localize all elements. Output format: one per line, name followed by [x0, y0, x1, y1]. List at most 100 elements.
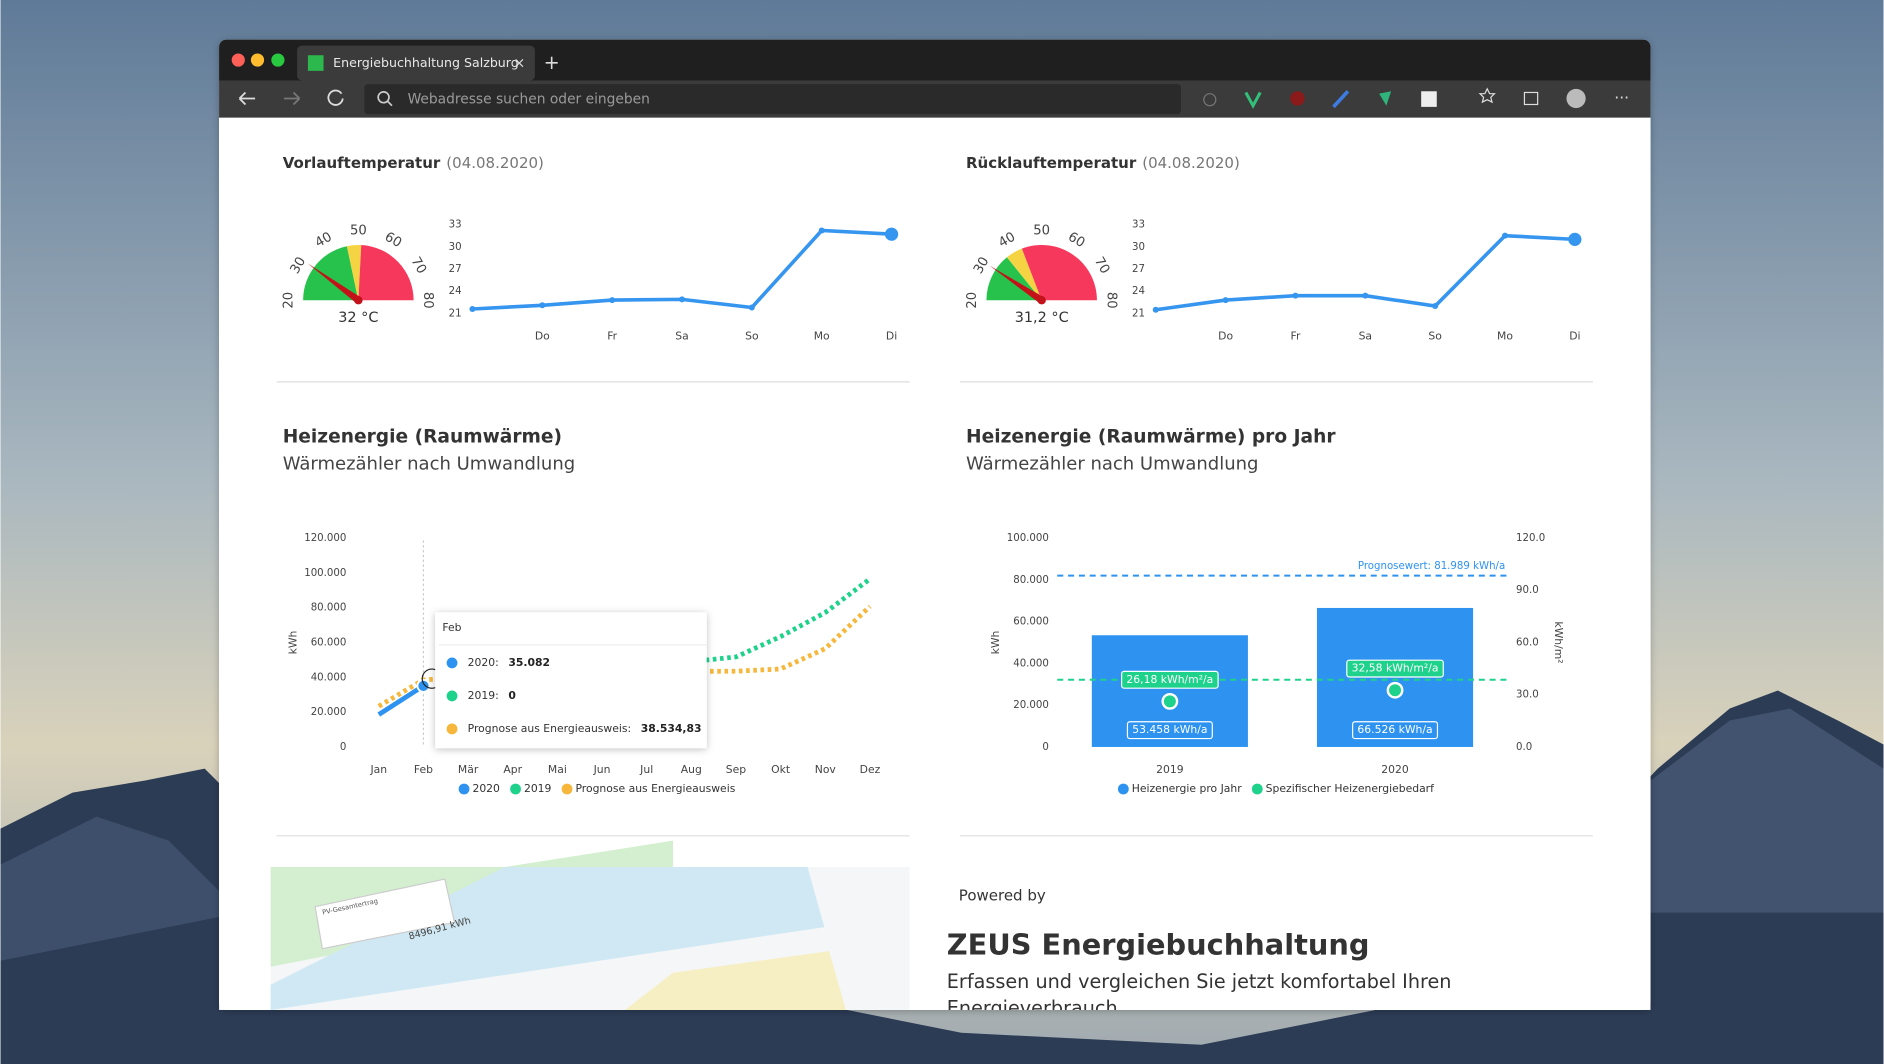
- x-tick-label: Okt: [771, 763, 790, 776]
- y-axis-label: kWh: [989, 631, 1002, 655]
- tab-close[interactable]: ×: [513, 56, 525, 72]
- profile-button[interactable]: [1566, 88, 1586, 109]
- x-tick-label: Sep: [726, 763, 746, 776]
- value-label-box: [1121, 670, 1219, 689]
- gauge-tick-label: 50: [1033, 224, 1050, 239]
- x-tick-label: Dez: [860, 763, 881, 776]
- product-name: ZEUS Energiebuchhaltung: [947, 927, 1370, 961]
- legend-label[interactable]: Spezifischer Heizenergiebedarf: [1266, 782, 1434, 795]
- x-tick-label: Di: [886, 329, 897, 342]
- extension-icon[interactable]: [1379, 91, 1392, 106]
- minimize-window[interactable]: [250, 53, 265, 67]
- value-label: 66.526 kWh/a: [1357, 723, 1432, 736]
- address-bar[interactable]: [364, 84, 1181, 115]
- x-tick-label: Mär: [458, 763, 479, 776]
- y-tick-label: 24: [449, 286, 462, 297]
- new-tab[interactable]: +: [544, 51, 560, 74]
- x-tick-label: Sa: [1359, 329, 1372, 342]
- tooltip-value: 35.082: [508, 656, 550, 669]
- x-tick-label: So: [745, 329, 759, 342]
- tab-bar: [219, 39, 1651, 81]
- x-tick-label: Mo: [814, 329, 830, 342]
- extension-icon[interactable]: [1244, 91, 1262, 109]
- legend-marker: [1251, 783, 1263, 795]
- y-tick-label: 0: [340, 742, 346, 753]
- powered-by: Powered by: [959, 886, 1046, 904]
- trend-point: [748, 304, 755, 311]
- x-tick-label: Jul: [639, 763, 653, 776]
- chart-subtitle: (04.08.2020): [1142, 154, 1240, 172]
- y-tick-label: 27: [449, 264, 462, 275]
- trend-point: [1362, 292, 1369, 299]
- value-label-box: [1346, 659, 1444, 678]
- back-button[interactable]: [238, 91, 256, 106]
- forward-button[interactable]: [283, 91, 301, 106]
- extension-icon[interactable]: [1421, 91, 1437, 107]
- x-tick-label: 2019: [1156, 763, 1184, 776]
- collections-button[interactable]: [1523, 91, 1539, 106]
- trend-point: [539, 302, 546, 309]
- chart-title: Heizenergie (Raumwärme): [283, 427, 562, 448]
- reference-label: Prognosewert: 81.989 kWh/a: [1358, 561, 1505, 572]
- tooltip-dot: [446, 723, 458, 735]
- x-tick-label: Di: [1569, 329, 1580, 342]
- extension-icon[interactable]: [1290, 91, 1305, 106]
- x-tick-label: Nov: [815, 763, 837, 776]
- y2-tick-label: 0.0: [1516, 742, 1532, 753]
- gauge-tick-label: 60: [382, 230, 404, 251]
- chart-subtitle: Wärmezähler nach Umwandlung: [283, 454, 575, 475]
- tooltip: [435, 612, 707, 749]
- trend-point: [1568, 232, 1582, 246]
- gauge-needle: [307, 263, 361, 304]
- gauge-tick-label: 60: [1065, 230, 1087, 251]
- trend-point: [1432, 303, 1439, 310]
- gauge-tick-label: 20: [282, 292, 297, 309]
- gauge-band: [303, 246, 359, 301]
- search-icon: [386, 100, 393, 107]
- y-tick-label: 40.000: [311, 672, 347, 683]
- y2-axis-label: kWh/m²: [1552, 621, 1565, 663]
- x-tick-label: Aug: [681, 763, 702, 776]
- x-tick-label: Sa: [675, 329, 688, 342]
- y-tick-label: 0: [1042, 742, 1048, 753]
- trend-point: [609, 297, 616, 304]
- value-label: 53.458 kWh/a: [1132, 723, 1207, 736]
- tab[interactable]: [297, 45, 535, 81]
- trend-point: [1292, 292, 1299, 299]
- trend-point: [1502, 232, 1509, 239]
- trend-point: [469, 305, 476, 312]
- y2-tick-label: 60.0: [1516, 637, 1539, 648]
- chart-title: Vorlauftemperatur: [283, 154, 441, 172]
- legend-label[interactable]: Prognose aus Energieausweis: [575, 782, 735, 795]
- gauge-hub: [354, 296, 363, 305]
- legend-label[interactable]: 2020: [472, 782, 500, 795]
- gauge-value: 32 °C: [338, 310, 378, 326]
- legend-marker: [561, 783, 573, 795]
- menu-button[interactable]: ···: [1614, 89, 1629, 107]
- gauge-tick-label: 80: [1103, 292, 1118, 309]
- y-tick-label: 30: [1132, 242, 1145, 253]
- y-tick-label: 40.000: [1013, 658, 1049, 669]
- gauge-tick-label: 70: [1091, 255, 1112, 277]
- tab-favicon: [307, 55, 324, 71]
- gauge-tick-label: 30: [971, 255, 992, 277]
- info-icon[interactable]: [1203, 93, 1217, 107]
- x-tick-label: Fr: [1291, 329, 1301, 342]
- extension-icon[interactable]: [1332, 90, 1350, 109]
- reload-button[interactable]: [327, 89, 344, 106]
- legend-label[interactable]: Heizenergie pro Jahr: [1132, 782, 1242, 795]
- point: [1161, 692, 1179, 710]
- tab-title: Energiebuchhaltung Salzburg: [333, 55, 519, 70]
- favorites-button[interactable]: [1478, 87, 1496, 104]
- series-line: [691, 577, 872, 665]
- legend-label[interactable]: 2019: [524, 782, 552, 795]
- maximize-window[interactable]: [271, 53, 285, 67]
- close-window[interactable]: [231, 53, 245, 67]
- value-label-box: [1126, 721, 1213, 740]
- y-tick-label: 100.000: [304, 568, 346, 579]
- y-tick-label: 120.000: [304, 533, 346, 544]
- tooltip-name: 2019:: [468, 689, 499, 702]
- x-tick-label: Jun: [593, 763, 611, 776]
- y-tick-label: 100.000: [1007, 533, 1049, 544]
